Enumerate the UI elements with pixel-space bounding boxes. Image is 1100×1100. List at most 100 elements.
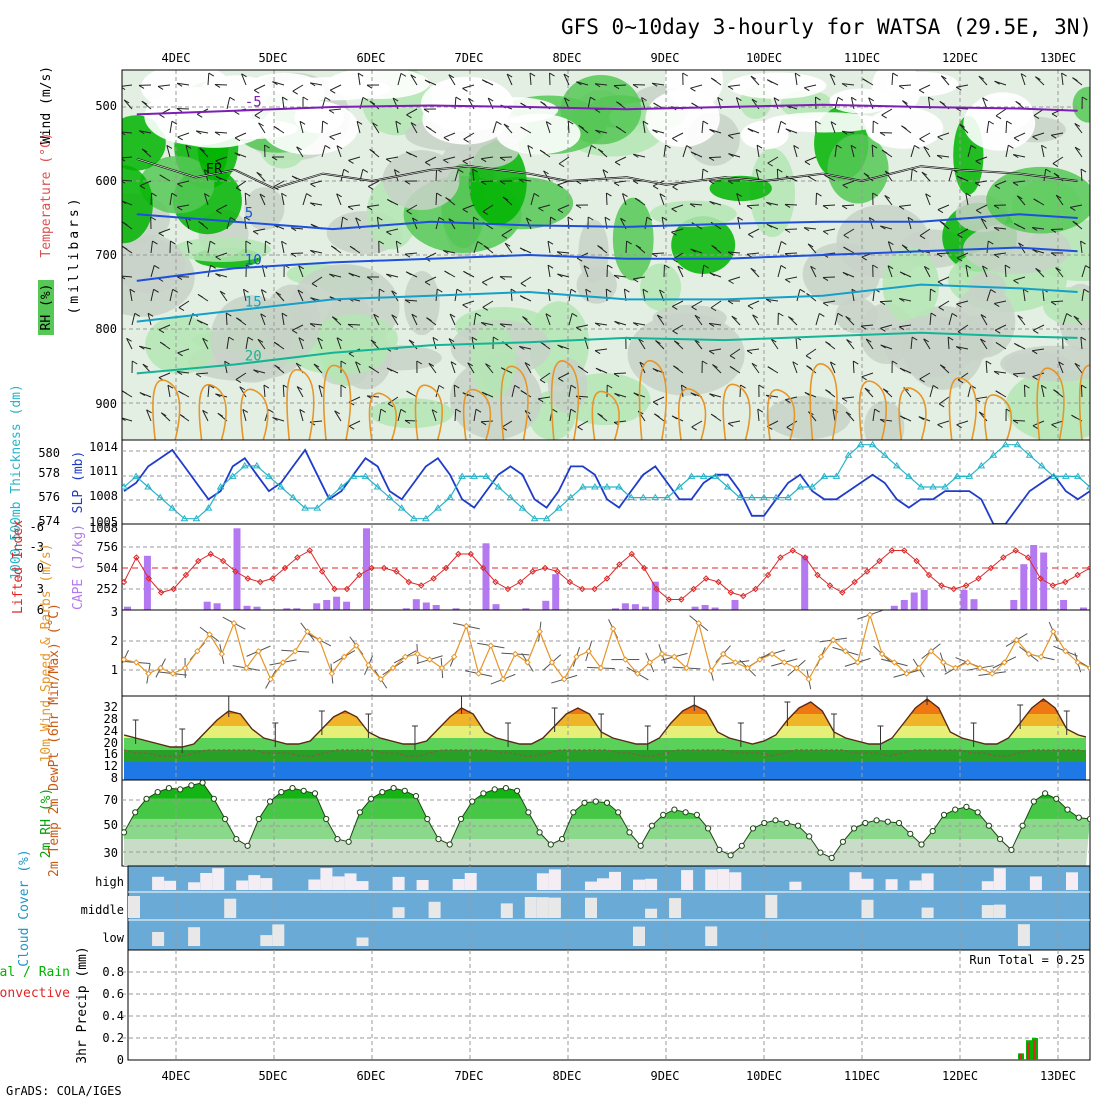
wind-barb-flag [448,74,455,79]
wind-barb-flag [755,168,762,173]
precip-legend-total: Total / Rain [0,965,70,980]
wind-speed-point [597,664,605,672]
wind-barb-flag [938,306,945,311]
wind-barb [851,289,855,302]
lifted-index-point [517,578,524,586]
wind-barb [386,156,399,160]
wind-barb-flag [597,413,603,417]
lifted-index-point [182,571,190,579]
wind-barb-flag [462,392,469,397]
cloud-axis-label: Cloud Cover (%) [17,849,32,966]
temp-band [124,738,1086,750]
cape-bar [641,606,649,610]
wind-barb-flag [159,174,165,179]
wind-barb [1023,384,1026,398]
instability-contour [462,388,492,440]
wind-barb-flag [177,352,183,357]
cloud-cell [248,875,261,890]
thickness-point [1074,472,1082,479]
lifted-index-point [863,568,871,575]
rh-dry-cell [884,71,959,97]
wind-barb-flag [843,246,849,251]
rh-cell [765,395,851,440]
wind-barb [995,108,1007,117]
wind-barb-flag [204,193,210,197]
wind-barb [1081,265,1086,278]
wind-barb-flag [766,223,773,228]
wind-barb [373,314,380,326]
cloud-tick-middle: middle [81,903,124,917]
wind-barb [850,145,855,158]
lifted-index-point [318,568,326,575]
wind-barb [957,324,969,333]
lifted-index-point [826,582,834,589]
wind-barb [313,363,323,374]
wind-barb-flag [978,411,985,416]
wind-barb-flag [965,192,972,197]
wind-barb-flag [936,253,943,258]
wind-barb-flag [224,360,230,365]
thickness-point [434,504,442,511]
wind-barb [852,360,855,374]
wind-barb [755,169,760,182]
temp-band [124,750,1086,762]
wind-barb-flag [851,96,857,101]
wind-barb-flag [736,97,742,101]
wind-barb-flag [425,125,432,130]
cape-bar [323,600,331,610]
wind-barb-flag [930,312,937,317]
wind-barb-flag [836,144,842,149]
lifted-index-point [777,554,784,561]
wind-barb-flag [1017,315,1023,319]
cape-bar [143,555,151,610]
wind-barb-flag [404,419,411,424]
wind-barb-flag [766,201,772,206]
wind-barb-flag [824,174,830,179]
cloud-cell [272,924,285,946]
wind-barb-flag [481,79,488,84]
instability-contour [898,387,927,440]
wind-barb-flag [1081,96,1088,101]
wind-barb-flag [480,322,487,326]
thick-tick-580: 580 [38,446,60,460]
wind-barb-flag [405,151,412,156]
wind-barb-flag [1074,122,1081,127]
wind-barb-flag [298,265,304,270]
bottom-tick-4dec: 4DEC [162,1069,191,1083]
top-tick-6dec: 6DEC [357,51,386,65]
wind-barb-flag [947,336,954,341]
lifted-index-point [913,557,920,565]
wind-barb-flag [815,96,821,101]
wind-barb [576,81,589,86]
wind-barb-flag [652,401,659,406]
rh2m-point [165,785,172,792]
cloud-cell [224,898,237,918]
wind-barb-flag [937,281,944,286]
wind-barb-flag [343,168,350,173]
wind-barb [1016,195,1026,206]
wind-barb-flag [602,169,609,174]
rh2m-point [311,790,319,797]
wind-barb-flag [519,345,525,350]
wind-barb-flag [177,183,183,188]
wind-barb-flag [638,338,644,343]
wind-barb-flag [672,258,679,263]
wind-barb [462,84,475,89]
cloud-cell [633,926,645,946]
wind-barb [815,313,820,326]
instability-contour [948,377,977,440]
wind-barb-flag [784,229,791,233]
wind-barb-flag [254,114,261,119]
wind-barb-flag [794,72,801,77]
lifted-index-point [1062,578,1069,586]
wind-barb [577,420,589,428]
lifted-index-point [157,589,165,596]
wind-barb-flag [898,205,905,210]
cape-bar [801,555,809,610]
wind-barb-flag [853,360,859,365]
wind-barb-flag [379,288,385,293]
wind-barb [317,337,323,350]
wind-barb-flag [455,96,462,101]
top-tick-11dec: 11DEC [844,51,880,65]
slp-line [123,448,1090,524]
